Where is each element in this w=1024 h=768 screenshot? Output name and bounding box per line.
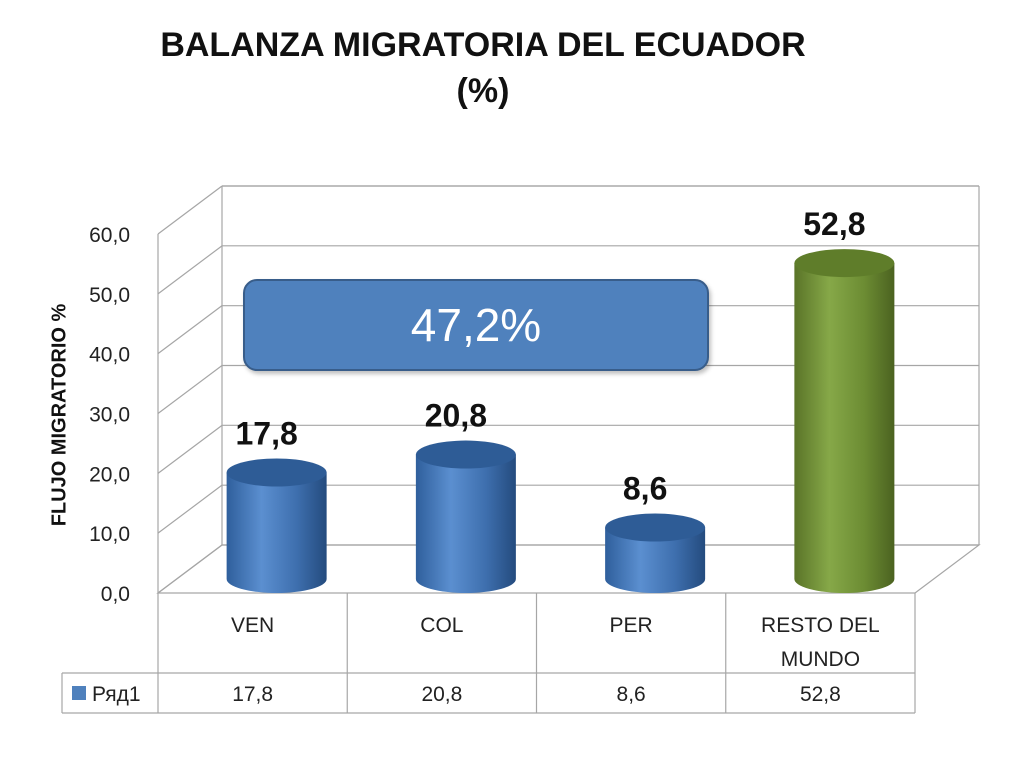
- chart-labels: 17,8 20,8 8,6 52,8: [235, 206, 865, 506]
- x-category-label: RESTO DEL: [761, 614, 880, 637]
- chart-floor: [156, 544, 981, 594]
- side-gridline: [157, 185, 223, 235]
- table-value: 8,6: [617, 683, 646, 706]
- bar-value-label: 8,6: [623, 471, 667, 507]
- bar-body: [415, 454, 516, 593]
- side-gridline: [157, 305, 223, 355]
- bar-top: [415, 440, 516, 469]
- bar-value-label: 17,8: [235, 415, 297, 451]
- callout-box: 47,2%: [243, 279, 709, 371]
- table-value: 52,8: [800, 683, 841, 706]
- legend-series-name: Ряд1: [92, 683, 141, 706]
- bar-value-label: 52,8: [803, 206, 865, 242]
- y-tick-label: 0,0: [101, 583, 130, 606]
- y-axis-title: FLUJO MIGRATORIO %: [48, 303, 71, 527]
- y-tick-label: 40,0: [89, 344, 130, 367]
- data-table: VEN 17,8 COL 20,8 PER 8,6 RESTO DEL MUNDO 52,8 Ря…: [61, 593, 916, 714]
- bar-body: [226, 472, 327, 593]
- y-tick-label: 50,0: [89, 284, 130, 307]
- side-gridline: [157, 484, 223, 534]
- side-gridline: [157, 245, 223, 295]
- y-tick-label: 20,0: [89, 463, 130, 486]
- x-category-label: COL: [420, 614, 463, 637]
- bar-body: [794, 263, 895, 593]
- y-tick-label: 60,0: [89, 224, 130, 247]
- bar-top: [226, 458, 327, 487]
- chart-bars: [226, 249, 895, 593]
- chart-title-line2: (%): [456, 72, 510, 110]
- table-value: 17,8: [232, 683, 273, 706]
- y-tick-label: 30,0: [89, 404, 130, 427]
- legend-swatch: [72, 686, 86, 700]
- side-gridline: [157, 365, 223, 414]
- chart-title-line1: BALANZA MIGRATORIA DEL ECUADOR: [160, 26, 806, 64]
- bar-body: [605, 527, 706, 593]
- side-gridline: [157, 424, 223, 474]
- bar-top: [605, 513, 706, 542]
- chart-title: BALANZA MIGRATORIA DEL ECUADOR (%): [0, 22, 966, 114]
- x-category-label: VEN: [231, 614, 274, 637]
- table-value: 20,8: [421, 683, 462, 706]
- bar-top: [794, 249, 895, 278]
- y-tick-label: 10,0: [89, 523, 130, 546]
- x-category-label: MUNDO: [781, 648, 860, 671]
- x-category-label: PER: [610, 614, 653, 637]
- bar-value-label: 20,8: [425, 398, 487, 434]
